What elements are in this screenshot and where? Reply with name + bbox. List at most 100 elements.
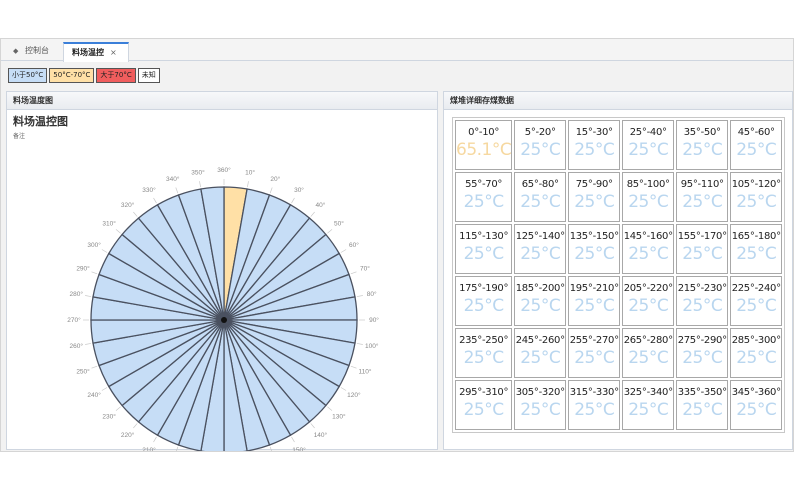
tick-mark — [133, 211, 138, 217]
angle-tick-label: 270° — [67, 316, 81, 324]
tick-mark — [310, 211, 315, 217]
tab-yard-temp-control[interactable]: 料场温控 × — [63, 42, 129, 62]
close-icon[interactable]: × — [110, 48, 117, 57]
angle-tick-label: 100° — [365, 342, 379, 350]
coal-pile-cell[interactable]: 135°-150° 25°C — [568, 224, 621, 274]
table-row: 295°-310° 25°C 305°-320° 25°C 315°-330° 25°C 3… — [455, 380, 783, 430]
coal-pile-cell[interactable]: 165°-180° 25°C — [730, 224, 783, 274]
coal-pile-cell[interactable]: 95°-110° 25°C — [676, 172, 729, 222]
tick-mark — [340, 387, 347, 391]
table-row: 55°-70° 25°C 65°-80° 25°C 75°-90° 25°C 85°-100… — [455, 172, 783, 222]
coal-pile-cell[interactable]: 115°-130° 25°C — [455, 224, 513, 274]
angle-tick-label: 360° — [217, 166, 231, 174]
cell-range-label: 275°-290° — [677, 335, 727, 346]
coal-pile-cell[interactable]: 45°-60° 25°C — [730, 120, 783, 170]
coal-pile-cell[interactable]: 0°-10° 65.1°C — [455, 120, 513, 170]
coal-pile-cell[interactable]: 205°-220° 25°C — [622, 276, 675, 326]
coal-pile-cell[interactable]: 255°-270° 25°C — [568, 328, 621, 378]
coal-pile-cell[interactable]: 125°-140° 25°C — [514, 224, 567, 274]
coal-pile-cell[interactable]: 25°-40° 25°C — [622, 120, 675, 170]
cell-temperature: 25°C — [682, 296, 723, 316]
tick-mark — [269, 187, 273, 194]
tick-mark — [327, 406, 333, 411]
coal-pile-cell[interactable]: 215°-230° 25°C — [676, 276, 729, 326]
cell-range-label: 85°-100° — [626, 179, 670, 190]
cell-range-label: 195°-210° — [569, 283, 619, 294]
angle-tick-label: 50° — [334, 220, 344, 228]
coal-pile-cell[interactable]: 175°-190° 25°C — [455, 276, 513, 326]
cell-temperature: 65.1°C — [456, 140, 512, 160]
coal-pile-table: 0°-10° 65.1°C 5°-20° 25°C 15°-30° 25°C 25°-40°… — [452, 117, 786, 433]
coal-pile-cell[interactable]: 225°-240° 25°C — [730, 276, 783, 326]
pie-slice[interactable] — [223, 319, 248, 451]
cell-temperature: 25°C — [628, 140, 669, 160]
coal-pile-cell[interactable]: 75°-90° 25°C — [568, 172, 621, 222]
angle-tick-label: 330° — [142, 186, 156, 194]
angle-tick-label: 70° — [360, 265, 370, 273]
tick-mark — [85, 343, 92, 345]
cell-temperature: 25°C — [628, 244, 669, 264]
coal-pile-cell[interactable]: 65°-80° 25°C — [514, 172, 567, 222]
coal-pile-cell[interactable]: 35°-50° 25°C — [676, 120, 729, 170]
angle-tick-label: 290° — [76, 265, 90, 273]
coal-pile-cell[interactable]: 275°-290° 25°C — [676, 328, 729, 378]
cell-temperature: 25°C — [682, 140, 723, 160]
angle-tick-label: 260° — [70, 342, 84, 350]
cell-temperature: 25°C — [520, 140, 561, 160]
cell-range-label: 75°-90° — [575, 179, 613, 190]
cell-range-label: 15°-30° — [575, 127, 613, 138]
table-row: 115°-130° 25°C 125°-140° 25°C 135°-150° 25°C 1… — [455, 224, 783, 274]
table-row: 175°-190° 25°C 185°-200° 25°C 195°-210° 25°C 2… — [455, 276, 783, 326]
legend-above-70: 大于70°C — [96, 68, 136, 83]
tick-mark — [115, 406, 121, 411]
coal-pile-cell[interactable]: 315°-330° 25°C — [568, 380, 621, 430]
coal-pile-cell[interactable]: 185°-200° 25°C — [514, 276, 567, 326]
tick-mark — [199, 181, 201, 188]
angle-tick-label: 80° — [367, 290, 377, 298]
angle-tick-label: 240° — [87, 391, 101, 399]
coal-pile-cell[interactable]: 325°-340° 25°C — [622, 380, 675, 430]
cell-range-label: 115°-130° — [459, 231, 509, 242]
tick-mark — [350, 271, 357, 275]
coal-pile-cell[interactable]: 235°-250° 25°C — [455, 328, 513, 378]
coal-pile-cell[interactable]: 5°-20° 25°C — [514, 120, 567, 170]
coal-pile-cell[interactable]: 55°-70° 25°C — [455, 172, 513, 222]
cell-range-label: 225°-240° — [731, 283, 781, 294]
tick-mark — [133, 423, 138, 429]
tick-mark — [327, 229, 333, 234]
cell-range-label: 55°-70° — [465, 179, 503, 190]
cell-range-label: 315°-330° — [569, 387, 619, 398]
coal-pile-cell[interactable]: 85°-100° 25°C — [622, 172, 675, 222]
coal-pile-cell[interactable]: 195°-210° 25°C — [568, 276, 621, 326]
angle-tick-label: 40° — [315, 201, 325, 209]
yard-temperature-pie-chart: 10° 20° 30° 40° 50° 60° 70° 80° 90° 100° 110° 120° 1… — [67, 166, 379, 451]
legend-unknown: 未知 — [137, 68, 160, 83]
coal-pile-cell[interactable]: 295°-310° 25°C — [455, 380, 513, 430]
coal-pile-cell[interactable]: 105°-120° 25°C — [730, 172, 783, 222]
pie-slice[interactable] — [200, 186, 225, 321]
coal-pile-cell[interactable]: 155°-170° 25°C — [676, 224, 729, 274]
cell-range-label: 95°-110° — [680, 179, 724, 190]
cell-temperature: 25°C — [520, 348, 561, 368]
coal-pile-cell[interactable]: 335°-350° 25°C — [676, 380, 729, 430]
tick-mark — [101, 249, 108, 253]
angle-tick-label: 320° — [121, 201, 135, 209]
tick-mark — [153, 436, 157, 443]
coal-pile-cell[interactable]: 305°-320° 25°C — [514, 380, 567, 430]
tick-mark — [350, 365, 357, 369]
cell-temperature: 25°C — [736, 244, 777, 264]
coal-pile-cell[interactable]: 145°-160° 25°C — [622, 224, 675, 274]
cell-temperature: 25°C — [574, 244, 615, 264]
coal-pile-cell[interactable]: 265°-280° 25°C — [622, 328, 675, 378]
cell-temperature: 25°C — [628, 296, 669, 316]
cell-range-label: 345°-360° — [731, 387, 781, 398]
cell-temperature: 25°C — [736, 296, 777, 316]
coal-pile-cell[interactable]: 345°-360° 25°C — [730, 380, 783, 430]
cell-temperature: 25°C — [628, 348, 669, 368]
tick-mark — [101, 387, 108, 391]
coal-pile-cell[interactable]: 245°-260° 25°C — [514, 328, 567, 378]
coal-pile-cell[interactable]: 285°-300° 25°C — [730, 328, 783, 378]
tab-console[interactable]: ◆ 控制台 — [5, 42, 57, 61]
tick-mark — [340, 249, 347, 253]
coal-pile-cell[interactable]: 15°-30° 25°C — [568, 120, 621, 170]
